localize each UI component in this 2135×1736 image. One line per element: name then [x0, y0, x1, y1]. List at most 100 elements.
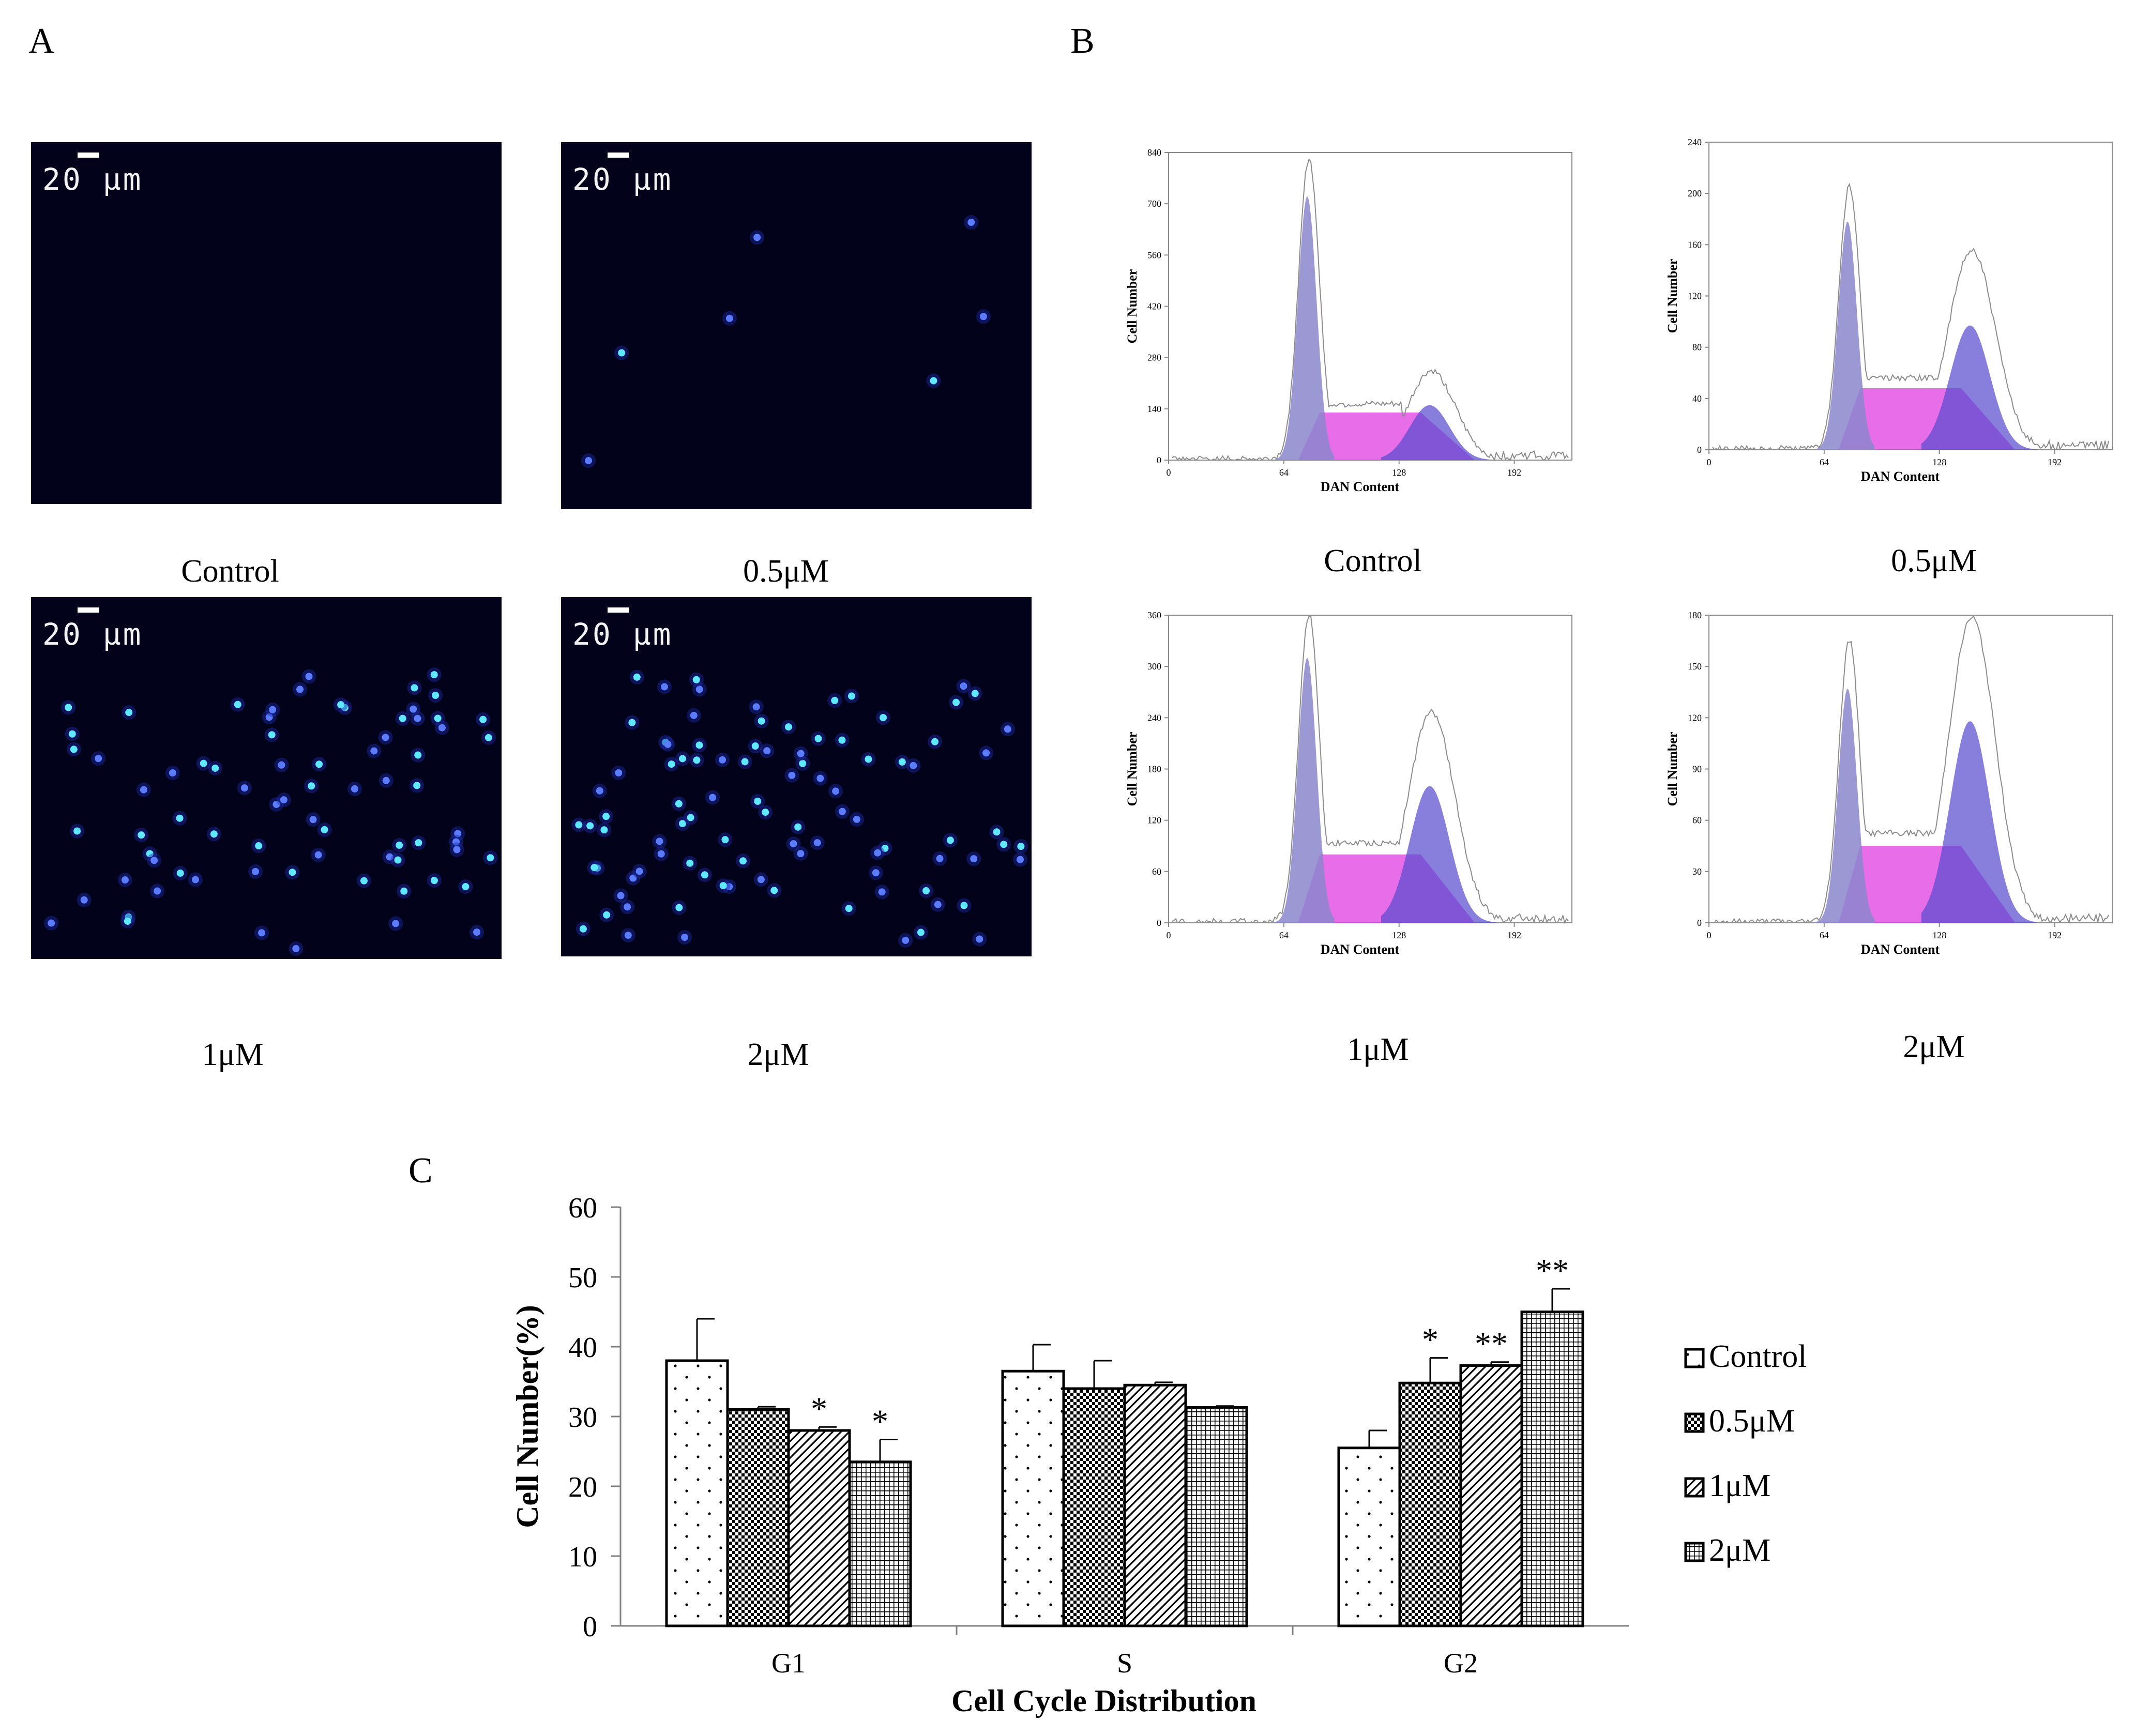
nucleus [847, 692, 855, 700]
nucleus [881, 844, 889, 852]
x-tick-label: 64 [1279, 467, 1289, 478]
raw-histogram-line [1712, 182, 2110, 451]
bar [1123, 1383, 1187, 1627]
g1-peak-area [1813, 689, 1875, 923]
nucleus [95, 755, 102, 763]
bar [1398, 1381, 1462, 1627]
nucleus [392, 920, 400, 927]
histogram-1um: 0 60 120 180 240 300 360 0 64 128 192 DAN Content Ce… [1127, 610, 1572, 957]
x-tick-label: 64 [1820, 930, 1829, 940]
nucleus [314, 851, 322, 859]
nucleus [434, 714, 442, 722]
nucleus [633, 673, 641, 681]
nucleus [258, 929, 266, 937]
nucleus [73, 827, 81, 835]
nucleus [675, 904, 683, 911]
nucleus [880, 714, 887, 722]
nucleus [176, 869, 184, 877]
nucleus [70, 745, 78, 753]
nucleus [415, 839, 422, 847]
caption-1um: 1μM [202, 1037, 264, 1072]
x-tick-label: 64 [1279, 930, 1289, 940]
legend-label: 0.5μM [1709, 1404, 1795, 1439]
nucleus [200, 759, 207, 767]
nucleus [931, 738, 939, 745]
nucleus [794, 823, 802, 831]
nucleus [575, 821, 583, 829]
x-tick-label: 0 [1707, 457, 1712, 467]
nucleus [725, 314, 733, 322]
nucleus [917, 928, 925, 936]
nucleus [753, 234, 761, 241]
nucleus [784, 723, 792, 731]
nucleus [739, 857, 747, 865]
nucleus [452, 838, 460, 846]
nucleus [289, 869, 296, 876]
caption-b-1um: 1μM [1347, 1032, 1409, 1067]
nucleus [816, 774, 824, 782]
nucleus [982, 749, 990, 757]
nucleus [1000, 841, 1008, 848]
nucleus [176, 814, 184, 822]
y-tick-label: 120 [1688, 712, 1702, 723]
x-category-label: S [1117, 1648, 1132, 1679]
y-tick-label: 560 [1147, 250, 1161, 260]
scale-label: 20 μm [42, 617, 143, 652]
x-tick-label: 0 [1167, 467, 1171, 478]
y-tick-label: 30 [568, 1402, 597, 1434]
g2-peak-area [1381, 786, 1496, 923]
y-tick-label: 180 [1688, 610, 1702, 620]
nucleus [1016, 856, 1024, 863]
nucleus [664, 740, 672, 748]
panel-b-letter: B [1070, 21, 1095, 61]
nucleus [138, 831, 145, 839]
significance-mark: * [872, 1403, 888, 1440]
nucleus [687, 814, 694, 821]
panel-a-letter: A [28, 21, 55, 61]
x-tick-label: 0 [1707, 930, 1712, 940]
x-axis-label: DAN Content [1321, 479, 1400, 494]
nucleus [960, 682, 967, 690]
y-axis-label: Cell Number [1668, 732, 1680, 806]
significance-mark: * [1422, 1321, 1439, 1358]
x-axis-label: DAN Content [1861, 942, 1940, 957]
y-tick-label: 20 [568, 1471, 597, 1503]
nucleus [898, 758, 906, 766]
raw-histogram-line [1712, 615, 2109, 924]
nucleus [770, 887, 778, 894]
nucleus [790, 840, 797, 848]
y-tick-label: 700 [1147, 199, 1161, 209]
nucleus [813, 839, 821, 847]
y-tick-label: 40 [1692, 393, 1702, 404]
nucleus [624, 903, 631, 911]
legend-swatch [1684, 1348, 1705, 1368]
nucleus [719, 756, 726, 764]
g2-peak-area [1921, 325, 2037, 450]
nucleus [308, 782, 315, 790]
y-tick-label: 50 [568, 1262, 597, 1294]
nucleus [1017, 843, 1025, 850]
cell-field [44, 667, 498, 956]
nucleus [268, 731, 276, 739]
nucleus [721, 836, 729, 844]
y-tick-label: 280 [1147, 353, 1161, 363]
x-tick-label: 128 [1932, 930, 1946, 940]
y-tick-label: 90 [1692, 764, 1702, 774]
nucleus [934, 901, 942, 908]
micrograph-2um: 20 μm [561, 597, 1032, 956]
nucleus [979, 313, 987, 321]
y-tick-label: 30 [1692, 866, 1702, 877]
nucleus [438, 724, 446, 732]
nucleus [124, 917, 131, 925]
nucleus [762, 809, 769, 816]
y-tick-label: 420 [1147, 301, 1161, 312]
y-tick-label: 0 [1697, 918, 1702, 928]
nucleus [309, 816, 317, 824]
nucleus [752, 703, 760, 711]
nucleus [396, 841, 403, 849]
plot-frame [1168, 152, 1572, 461]
nucleus [603, 911, 611, 919]
bar [787, 1429, 851, 1627]
nucleus [386, 853, 393, 861]
